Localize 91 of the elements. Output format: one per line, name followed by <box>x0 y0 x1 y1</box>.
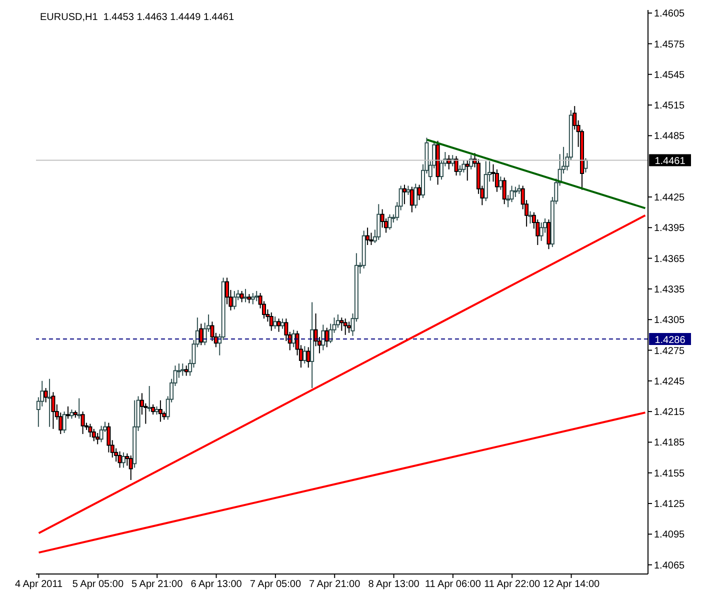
candlestick <box>366 227 370 246</box>
y-tick-label: 1.4185 <box>654 438 686 449</box>
candlestick <box>276 318 281 332</box>
y-tick-label: 1.4485 <box>654 131 686 142</box>
x-tick-label: 5 Apr 05:00 <box>72 579 124 590</box>
x-tick-label: 4 Apr 2011 <box>14 579 64 590</box>
candlestick <box>269 312 274 332</box>
y-tick-label: 1.4545 <box>654 70 686 81</box>
candlestick <box>118 450 122 468</box>
y-tick-label: 1.4125 <box>654 499 686 510</box>
candlestick <box>92 428 96 442</box>
x-tick-label: 12 Apr 14:00 <box>542 579 600 590</box>
candlestick <box>302 346 307 364</box>
candlestick <box>376 204 381 240</box>
y-tick-label: 1.4425 <box>654 192 686 204</box>
x-tick-label: 7 Apr 05:00 <box>250 579 302 590</box>
x-tick-label: 5 Apr 21:00 <box>132 579 184 590</box>
x-tick-label: 11 Apr 06:00 <box>424 579 482 590</box>
candlestick <box>88 423 92 438</box>
candlestick <box>158 400 162 422</box>
candlestick <box>232 290 236 310</box>
candlestick <box>151 404 156 416</box>
candlestick <box>48 378 52 428</box>
candlestick <box>70 409 74 420</box>
candlestick <box>240 290 244 303</box>
candlestick <box>340 317 344 332</box>
candlestick <box>347 321 352 334</box>
candlestick <box>462 160 466 173</box>
candlestick <box>51 392 56 430</box>
candlestick <box>273 316 278 330</box>
y-tick-label: 1.4155 <box>654 468 686 480</box>
y-tick-label: 1.4335 <box>654 284 686 296</box>
candlestick <box>96 432 100 445</box>
y-tick-label: 1.4305 <box>654 315 686 326</box>
y-tick-label: 1.4575 <box>654 39 686 50</box>
candlestick <box>388 214 392 230</box>
candlestick <box>380 208 384 228</box>
candlestick <box>343 318 348 336</box>
candlestick <box>465 160 470 182</box>
y-tick-label: 1.4095 <box>654 530 686 541</box>
candlestick <box>528 210 532 224</box>
y-tick-label: 1.4395 <box>654 223 686 234</box>
candlestick <box>498 176 503 190</box>
y-tick-label: 1.4605 <box>654 8 686 20</box>
candlestick <box>458 164 462 176</box>
candlestick <box>199 323 204 346</box>
candlestick <box>99 425 104 443</box>
x-tick-label: 7 Apr 21:00 <box>309 579 361 590</box>
x-tick-label: 11 Apr 22:00 <box>484 579 541 590</box>
candlestick <box>180 363 185 376</box>
candlestick <box>62 411 66 434</box>
candlestick <box>250 292 255 305</box>
candlestick <box>244 288 248 303</box>
y-tick-label: 1.4215 <box>654 407 686 418</box>
candlestick <box>44 388 48 403</box>
candlestick <box>469 154 474 170</box>
candlestick <box>584 158 588 173</box>
ref-line-label: 1.4461 <box>654 156 686 168</box>
candlestick <box>247 294 252 304</box>
candlestick <box>406 185 410 196</box>
candlestick <box>77 398 82 420</box>
candlestick <box>402 184 407 205</box>
candlestick <box>280 318 284 330</box>
candlestick <box>510 185 514 203</box>
candlestick <box>254 290 259 302</box>
candlestick <box>546 218 551 250</box>
y-tick-label: 1.4065 <box>654 560 686 572</box>
x-tick-label: 6 Apr 13:00 <box>190 579 242 590</box>
candlestick <box>414 183 418 209</box>
candlestick <box>128 454 133 480</box>
candlestick <box>454 156 458 176</box>
candlestick <box>80 411 85 435</box>
candlestick <box>292 329 296 348</box>
candlestick <box>539 222 544 242</box>
candlestick <box>517 184 522 194</box>
candlestick <box>502 177 506 205</box>
y-tick-label: 1.4275 <box>654 346 686 357</box>
chart-title: EURUSD,H1 1.4453 1.4463 1.4449 1.4461 <box>40 12 234 23</box>
candlestick <box>321 324 326 351</box>
candlestick <box>484 160 488 202</box>
ref-line-label: 1.4286 <box>654 335 686 346</box>
candlestick <box>147 386 152 412</box>
y-tick-label: 1.4365 <box>654 254 686 265</box>
candlestick <box>121 452 126 468</box>
x-tick-label: 8 Apr 13:00 <box>368 579 420 590</box>
y-tick-label: 1.4245 <box>654 376 686 388</box>
candlestick <box>184 365 188 376</box>
candlestick <box>494 168 499 192</box>
y-tick-label: 1.4515 <box>654 100 686 112</box>
candlestick <box>513 186 518 198</box>
candlestick <box>66 406 70 420</box>
